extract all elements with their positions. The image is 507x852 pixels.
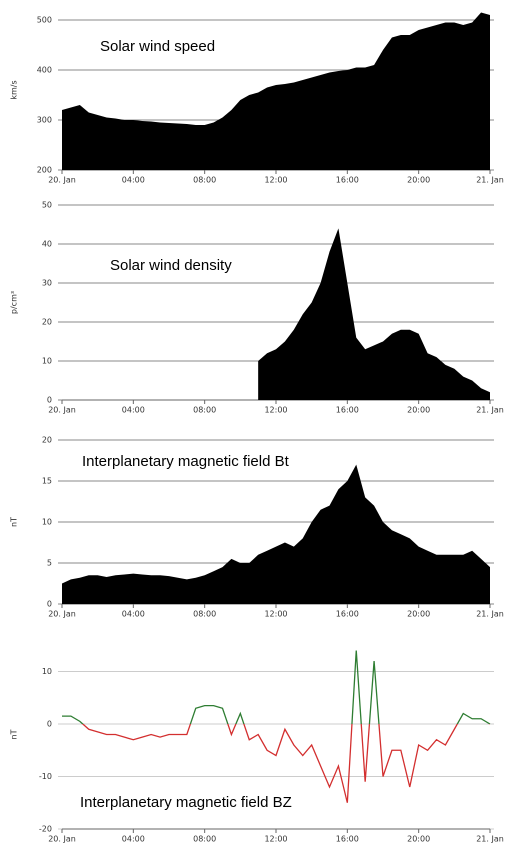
line-positive — [62, 650, 491, 724]
x-tick-label: 16:00 — [336, 176, 359, 185]
chart-title: Solar wind speed — [100, 38, 215, 55]
x-tick-label: 12:00 — [264, 610, 287, 619]
x-tick-label: 20:00 — [407, 610, 430, 619]
x-tick-label: 04:00 — [122, 176, 145, 185]
y-tick-label: 15 — [42, 477, 52, 486]
y-tick-label: 10 — [42, 357, 52, 366]
x-tick-label: 20. Jan — [48, 835, 76, 844]
x-tick-label: 20:00 — [407, 835, 430, 844]
y-axis-label: nT — [10, 517, 19, 527]
x-tick-label: 21. Jan — [476, 176, 504, 185]
x-tick-label: 04:00 — [122, 406, 145, 415]
x-tick-label: 16:00 — [336, 406, 359, 415]
x-tick-label: 21. Jan — [476, 406, 504, 415]
chart-title: Interplanetary magnetic field BZ — [80, 794, 292, 811]
y-tick-label: 40 — [42, 240, 52, 249]
y-tick-label: 5 — [47, 559, 52, 568]
x-tick-label: 20. Jan — [48, 176, 76, 185]
line-negative — [81, 724, 490, 803]
area — [62, 464, 490, 604]
x-tick-label: 21. Jan — [476, 610, 504, 619]
y-axis-label: nT — [10, 729, 19, 739]
area — [62, 12, 490, 170]
x-tick-label: 16:00 — [336, 610, 359, 619]
y-tick-label: 0 — [47, 600, 52, 609]
y-tick-label: 20 — [42, 436, 52, 445]
y-tick-label: -10 — [39, 772, 52, 781]
chart-title: Interplanetary magnetic field Bt — [82, 453, 290, 470]
x-tick-label: 20. Jan — [48, 610, 76, 619]
x-tick-label: 04:00 — [122, 610, 145, 619]
y-tick-label: 0 — [47, 396, 52, 405]
x-tick-label: 08:00 — [193, 406, 216, 415]
x-tick-label: 20. Jan — [48, 406, 76, 415]
x-tick-label: 21. Jan — [476, 835, 504, 844]
x-tick-label: 12:00 — [264, 406, 287, 415]
y-tick-label: 20 — [42, 318, 52, 327]
x-tick-label: 16:00 — [336, 835, 359, 844]
x-tick-label: 12:00 — [264, 176, 287, 185]
y-axis-label: p/cm³ — [10, 291, 19, 314]
area — [258, 228, 490, 400]
y-tick-label: 200 — [37, 166, 52, 175]
x-tick-label: 12:00 — [264, 835, 287, 844]
x-tick-label: 20:00 — [407, 406, 430, 415]
x-tick-label: 08:00 — [193, 176, 216, 185]
y-tick-label: 10 — [42, 518, 52, 527]
y-tick-label: 500 — [37, 16, 52, 25]
x-tick-label: 08:00 — [193, 835, 216, 844]
x-tick-label: 20:00 — [407, 176, 430, 185]
y-tick-label: 300 — [37, 116, 52, 125]
y-tick-label: -20 — [39, 825, 52, 834]
y-axis-label: km/s — [10, 80, 19, 99]
chart-title: Solar wind density — [110, 257, 232, 274]
y-tick-label: 400 — [37, 66, 52, 75]
x-tick-label: 04:00 — [122, 835, 145, 844]
y-tick-label: 30 — [42, 279, 52, 288]
y-tick-label: 0 — [47, 720, 52, 729]
y-tick-label: 10 — [42, 667, 52, 676]
x-tick-label: 08:00 — [193, 610, 216, 619]
y-tick-label: 50 — [42, 201, 52, 210]
